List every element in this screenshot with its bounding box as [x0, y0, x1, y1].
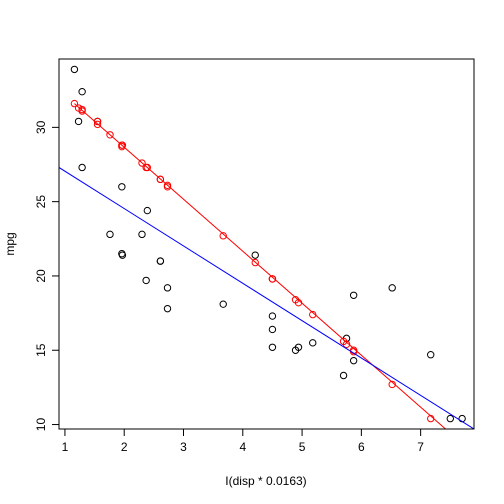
data-point — [219, 232, 227, 240]
data-point — [156, 257, 165, 265]
data-point — [251, 251, 259, 259]
x-tick-label: 7 — [417, 440, 424, 454]
data-point — [163, 304, 172, 313]
y-tick-label: 15 — [34, 343, 48, 357]
data-point — [388, 284, 396, 292]
plot-series — [59, 65, 474, 429]
data-point — [78, 163, 86, 172]
data-point — [268, 275, 277, 283]
data-point — [458, 414, 466, 423]
data-point — [138, 159, 146, 167]
data-point — [163, 183, 172, 191]
x-tick-label: 4 — [239, 440, 246, 454]
data-point — [309, 310, 317, 319]
x-tick-label: 5 — [299, 440, 306, 454]
data-point — [118, 142, 126, 151]
y-axis-label: mpg — [3, 232, 17, 255]
data-point — [118, 183, 126, 191]
data-point — [291, 346, 300, 354]
data-point — [349, 356, 358, 365]
data-point — [143, 163, 152, 172]
data-point — [219, 300, 227, 308]
data-point — [251, 258, 259, 267]
data-point — [268, 325, 277, 334]
x-axis-label: I(disp * 0.0163) — [225, 474, 306, 488]
data-point — [342, 340, 351, 349]
data-point — [339, 371, 348, 380]
data-point — [70, 99, 79, 108]
data-point — [78, 87, 86, 96]
data-point — [446, 414, 454, 423]
y-axis: 10 15 20 25 30 — [34, 120, 60, 432]
data-point — [156, 175, 165, 184]
x-tick-label: 3 — [180, 440, 187, 454]
x-tick-label: 2 — [121, 440, 128, 454]
data-point — [268, 312, 277, 320]
data-point — [349, 291, 358, 299]
x-tick-label: 6 — [358, 440, 365, 454]
fit-line-3 — [59, 167, 474, 429]
y-tick-label: 30 — [34, 120, 48, 134]
fit-line-2 — [74, 103, 446, 429]
data-point — [427, 351, 435, 359]
data-point — [93, 120, 102, 129]
y-tick-label: 10 — [34, 418, 48, 432]
plot-frame — [58, 58, 475, 430]
data-point — [118, 251, 127, 259]
y-tick-label: 20 — [34, 269, 48, 283]
data-point — [78, 107, 86, 115]
y-tick-label: 25 — [34, 195, 48, 209]
data-point — [74, 117, 83, 126]
data-point — [143, 206, 152, 215]
data-point — [142, 276, 150, 285]
data-point — [268, 343, 277, 351]
x-tick-label: 1 — [62, 440, 69, 454]
data-point — [309, 339, 317, 347]
data-point — [163, 284, 172, 292]
data-point — [106, 131, 114, 139]
x-axis: 1 2 3 4 5 6 7 — [62, 428, 424, 454]
data-point — [70, 65, 79, 74]
data-point — [106, 230, 114, 239]
data-point — [138, 230, 146, 239]
